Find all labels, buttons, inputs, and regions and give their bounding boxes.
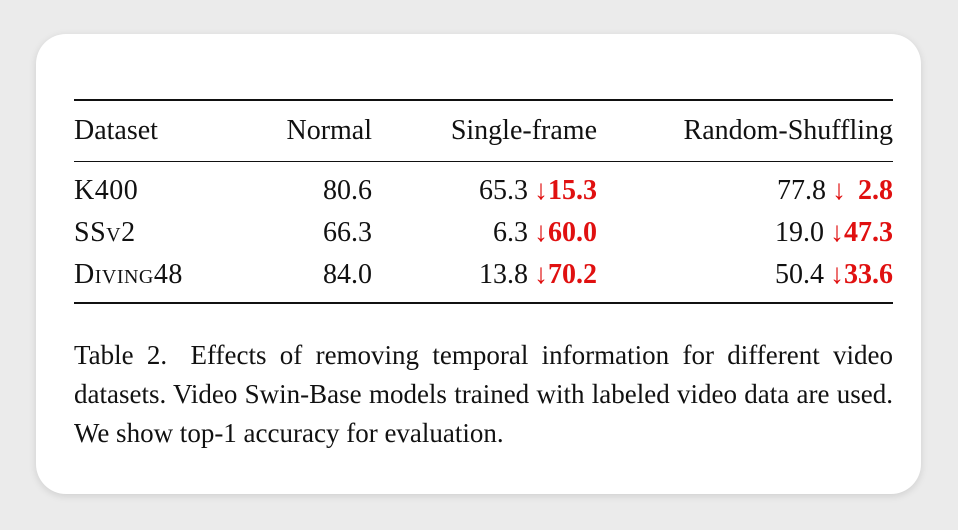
drop-value: 47.3	[844, 217, 893, 248]
drop-value: 70.2	[548, 259, 597, 290]
cell-dataset: Diving48	[74, 259, 183, 290]
table-row: SSv2 66.3 6.3 ↓60.0 19.0 ↓47.3	[74, 212, 893, 254]
header-normal: Normal	[286, 115, 372, 146]
cell-normal: 80.6	[323, 175, 372, 206]
cell-random-shuffling: 77.8 ↓ 2.8	[597, 162, 893, 213]
cell-single-frame: 6.3 ↓60.0	[372, 212, 597, 254]
cell-dataset: SSv2	[74, 217, 136, 248]
random-shuffling-value: 50.4	[775, 259, 824, 290]
single-frame-drop: ↓15.3	[528, 175, 597, 206]
header-dataset: Dataset	[74, 115, 158, 146]
table-caption: Table 2. Effects of removing temporal in…	[74, 336, 893, 453]
cell-normal: 66.3	[323, 217, 372, 248]
down-arrow-icon: ↓	[534, 259, 548, 290]
single-frame-value: 65.3	[479, 175, 528, 206]
drop-value: 60.0	[548, 217, 597, 248]
single-frame-value: 13.8	[479, 259, 528, 290]
single-frame-drop: ↓70.2	[528, 259, 597, 290]
single-frame-drop: ↓60.0	[528, 217, 597, 248]
figure-card	[36, 34, 921, 494]
down-arrow-icon: ↓	[534, 217, 548, 248]
results-table-grid: Dataset Normal Single-frame Random-Shuff…	[74, 99, 893, 304]
down-arrow-icon: ↓	[830, 217, 844, 248]
cell-random-shuffling: 50.4 ↓33.6	[597, 254, 893, 303]
random-shuffling-drop: ↓33.6	[824, 259, 893, 290]
random-shuffling-drop: ↓ 2.8	[826, 175, 893, 206]
table-row: K400 80.6 65.3 ↓15.3 77.8 ↓ 2.8	[74, 161, 893, 213]
cell-single-frame: 13.8 ↓70.2	[372, 254, 597, 303]
drop-value: 33.6	[844, 259, 893, 290]
down-arrow-icon: ↓	[534, 175, 548, 206]
cell-normal: 84.0	[323, 259, 372, 290]
cell-single-frame: 65.3 ↓15.3	[372, 162, 597, 213]
caption-label: Table 2.	[74, 340, 168, 370]
drop-value: 2.8	[858, 175, 893, 206]
table-row: Diving48 84.0 13.8 ↓70.2 50.4 ↓33.6	[74, 254, 893, 303]
caption-text: Effects of removing temporal information…	[74, 340, 894, 448]
table-header-row: Dataset Normal Single-frame Random-Shuff…	[74, 100, 893, 162]
cell-dataset: K400	[74, 175, 139, 206]
random-shuffling-drop: ↓47.3	[824, 217, 893, 248]
header-random-shuffling: Random-Shuffling	[683, 115, 893, 146]
cell-random-shuffling: 19.0 ↓47.3	[597, 212, 893, 254]
results-table: Dataset Normal Single-frame Random-Shuff…	[74, 99, 893, 304]
random-shuffling-value: 19.0	[775, 217, 824, 248]
single-frame-value: 6.3	[493, 217, 528, 248]
drop-value: 15.3	[548, 175, 597, 206]
random-shuffling-value: 77.8	[777, 175, 826, 206]
header-single-frame: Single-frame	[450, 115, 597, 146]
down-arrow-icon: ↓	[830, 259, 844, 290]
down-arrow-icon: ↓	[832, 175, 846, 206]
